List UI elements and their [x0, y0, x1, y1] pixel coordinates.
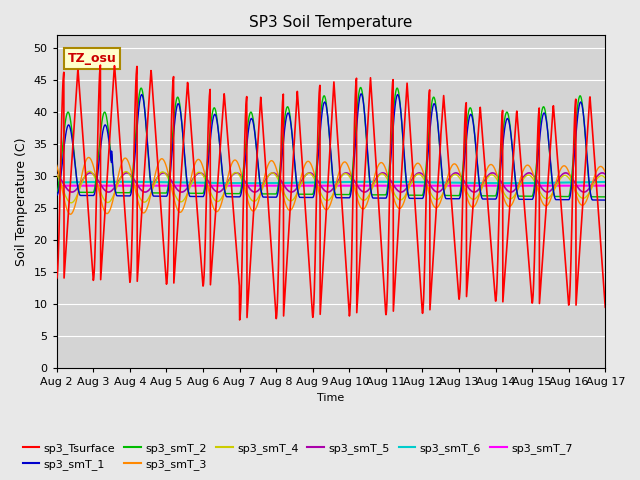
sp3_Tsurface — [359, 201, 367, 206]
sp3_Tsurface — [602, 304, 609, 310]
sp3_smT_4 — [568, 181, 576, 187]
sp3_smT_6 — [602, 179, 609, 185]
sp3_smT_1 — [359, 96, 367, 102]
sp3_smT_5 — [347, 173, 355, 179]
sp3_smT_3 — [359, 206, 367, 212]
sp3_smT_1 — [347, 192, 355, 197]
sp3_smT_6 — [117, 179, 125, 185]
sp3_smT_1 — [357, 91, 365, 97]
Line: sp3_smT_2: sp3_smT_2 — [57, 87, 605, 197]
sp3_smT_4 — [602, 175, 609, 181]
sp3_smT_2 — [347, 186, 355, 192]
sp3_smT_5 — [206, 181, 214, 187]
X-axis label: Time: Time — [317, 393, 344, 403]
sp3_smT_6 — [568, 180, 576, 185]
sp3_smT_4 — [491, 173, 499, 179]
sp3_Tsurface — [348, 276, 355, 281]
sp3_Tsurface — [554, 152, 561, 157]
sp3_smT_2 — [491, 193, 499, 199]
Line: sp3_smT_3: sp3_smT_3 — [57, 157, 605, 214]
sp3_smT_6 — [347, 179, 355, 185]
sp3_Tsurface — [206, 88, 214, 94]
sp3_Tsurface — [568, 193, 576, 199]
sp3_smT_4 — [348, 177, 355, 182]
Line: sp3_smT_5: sp3_smT_5 — [57, 173, 605, 192]
sp3_smT_4 — [67, 200, 75, 206]
sp3_smT_5 — [359, 189, 367, 194]
sp3_smT_7 — [568, 183, 576, 189]
sp3_smT_5 — [491, 170, 499, 176]
sp3_smT_7 — [206, 183, 214, 189]
sp3_smT_2 — [553, 193, 561, 199]
sp3_Tsurface — [236, 317, 243, 323]
sp3_smT_7 — [490, 183, 498, 189]
Text: TZ_osu: TZ_osu — [68, 52, 116, 65]
sp3_smT_4 — [206, 189, 214, 194]
Line: sp3_smT_4: sp3_smT_4 — [57, 171, 605, 203]
sp3_smT_2 — [602, 194, 609, 200]
sp3_smT_2 — [356, 84, 364, 90]
sp3_smT_4 — [53, 171, 61, 177]
sp3_smT_6 — [554, 180, 561, 186]
sp3_smT_3 — [554, 175, 561, 181]
sp3_smT_5 — [602, 171, 609, 177]
sp3_smT_3 — [206, 194, 214, 200]
sp3_smT_7 — [602, 183, 609, 189]
sp3_smT_1 — [206, 144, 214, 150]
sp3_smT_2 — [206, 132, 214, 138]
Title: SP3 Soil Temperature: SP3 Soil Temperature — [250, 15, 413, 30]
sp3_smT_6 — [359, 179, 367, 185]
sp3_smT_1 — [568, 178, 576, 183]
Y-axis label: Soil Temperature (C): Soil Temperature (C) — [15, 137, 28, 266]
sp3_Tsurface — [53, 276, 61, 281]
sp3_smT_3 — [67, 211, 74, 217]
Line: sp3_Tsurface: sp3_Tsurface — [57, 65, 605, 320]
sp3_smT_1 — [491, 196, 499, 202]
sp3_Tsurface — [491, 288, 499, 294]
sp3_smT_2 — [359, 94, 367, 99]
sp3_smT_1 — [602, 197, 609, 203]
sp3_smT_5 — [553, 179, 561, 185]
sp3_smT_5 — [68, 189, 76, 195]
sp3_smT_6 — [206, 180, 214, 186]
sp3_smT_3 — [53, 162, 61, 168]
sp3_smT_2 — [568, 168, 576, 174]
sp3_smT_5 — [598, 170, 606, 176]
sp3_smT_6 — [491, 180, 499, 186]
sp3_Tsurface — [97, 62, 104, 68]
sp3_smT_1 — [53, 192, 61, 198]
sp3_smT_7 — [347, 183, 355, 189]
sp3_smT_7 — [53, 183, 61, 189]
sp3_smT_5 — [53, 171, 61, 177]
sp3_smT_6 — [500, 180, 508, 186]
sp3_smT_3 — [348, 172, 355, 178]
sp3_smT_2 — [53, 189, 61, 195]
Legend: sp3_Tsurface, sp3_smT_1, sp3_smT_2, sp3_smT_3, sp3_smT_4, sp3_smT_5, sp3_smT_6, : sp3_Tsurface, sp3_smT_1, sp3_smT_2, sp3_… — [19, 438, 577, 474]
sp3_smT_4 — [359, 197, 367, 203]
sp3_smT_4 — [554, 181, 561, 187]
sp3_smT_3 — [602, 169, 609, 175]
sp3_smT_7 — [359, 183, 367, 189]
sp3_smT_5 — [568, 176, 576, 181]
Line: sp3_smT_1: sp3_smT_1 — [57, 94, 605, 200]
sp3_smT_3 — [85, 155, 93, 160]
sp3_smT_4 — [86, 168, 93, 174]
sp3_smT_3 — [491, 166, 499, 172]
sp3_smT_1 — [553, 197, 561, 203]
Line: sp3_smT_6: sp3_smT_6 — [57, 182, 605, 183]
sp3_smT_6 — [53, 180, 61, 185]
sp3_smT_3 — [568, 180, 576, 186]
sp3_smT_7 — [553, 183, 561, 189]
